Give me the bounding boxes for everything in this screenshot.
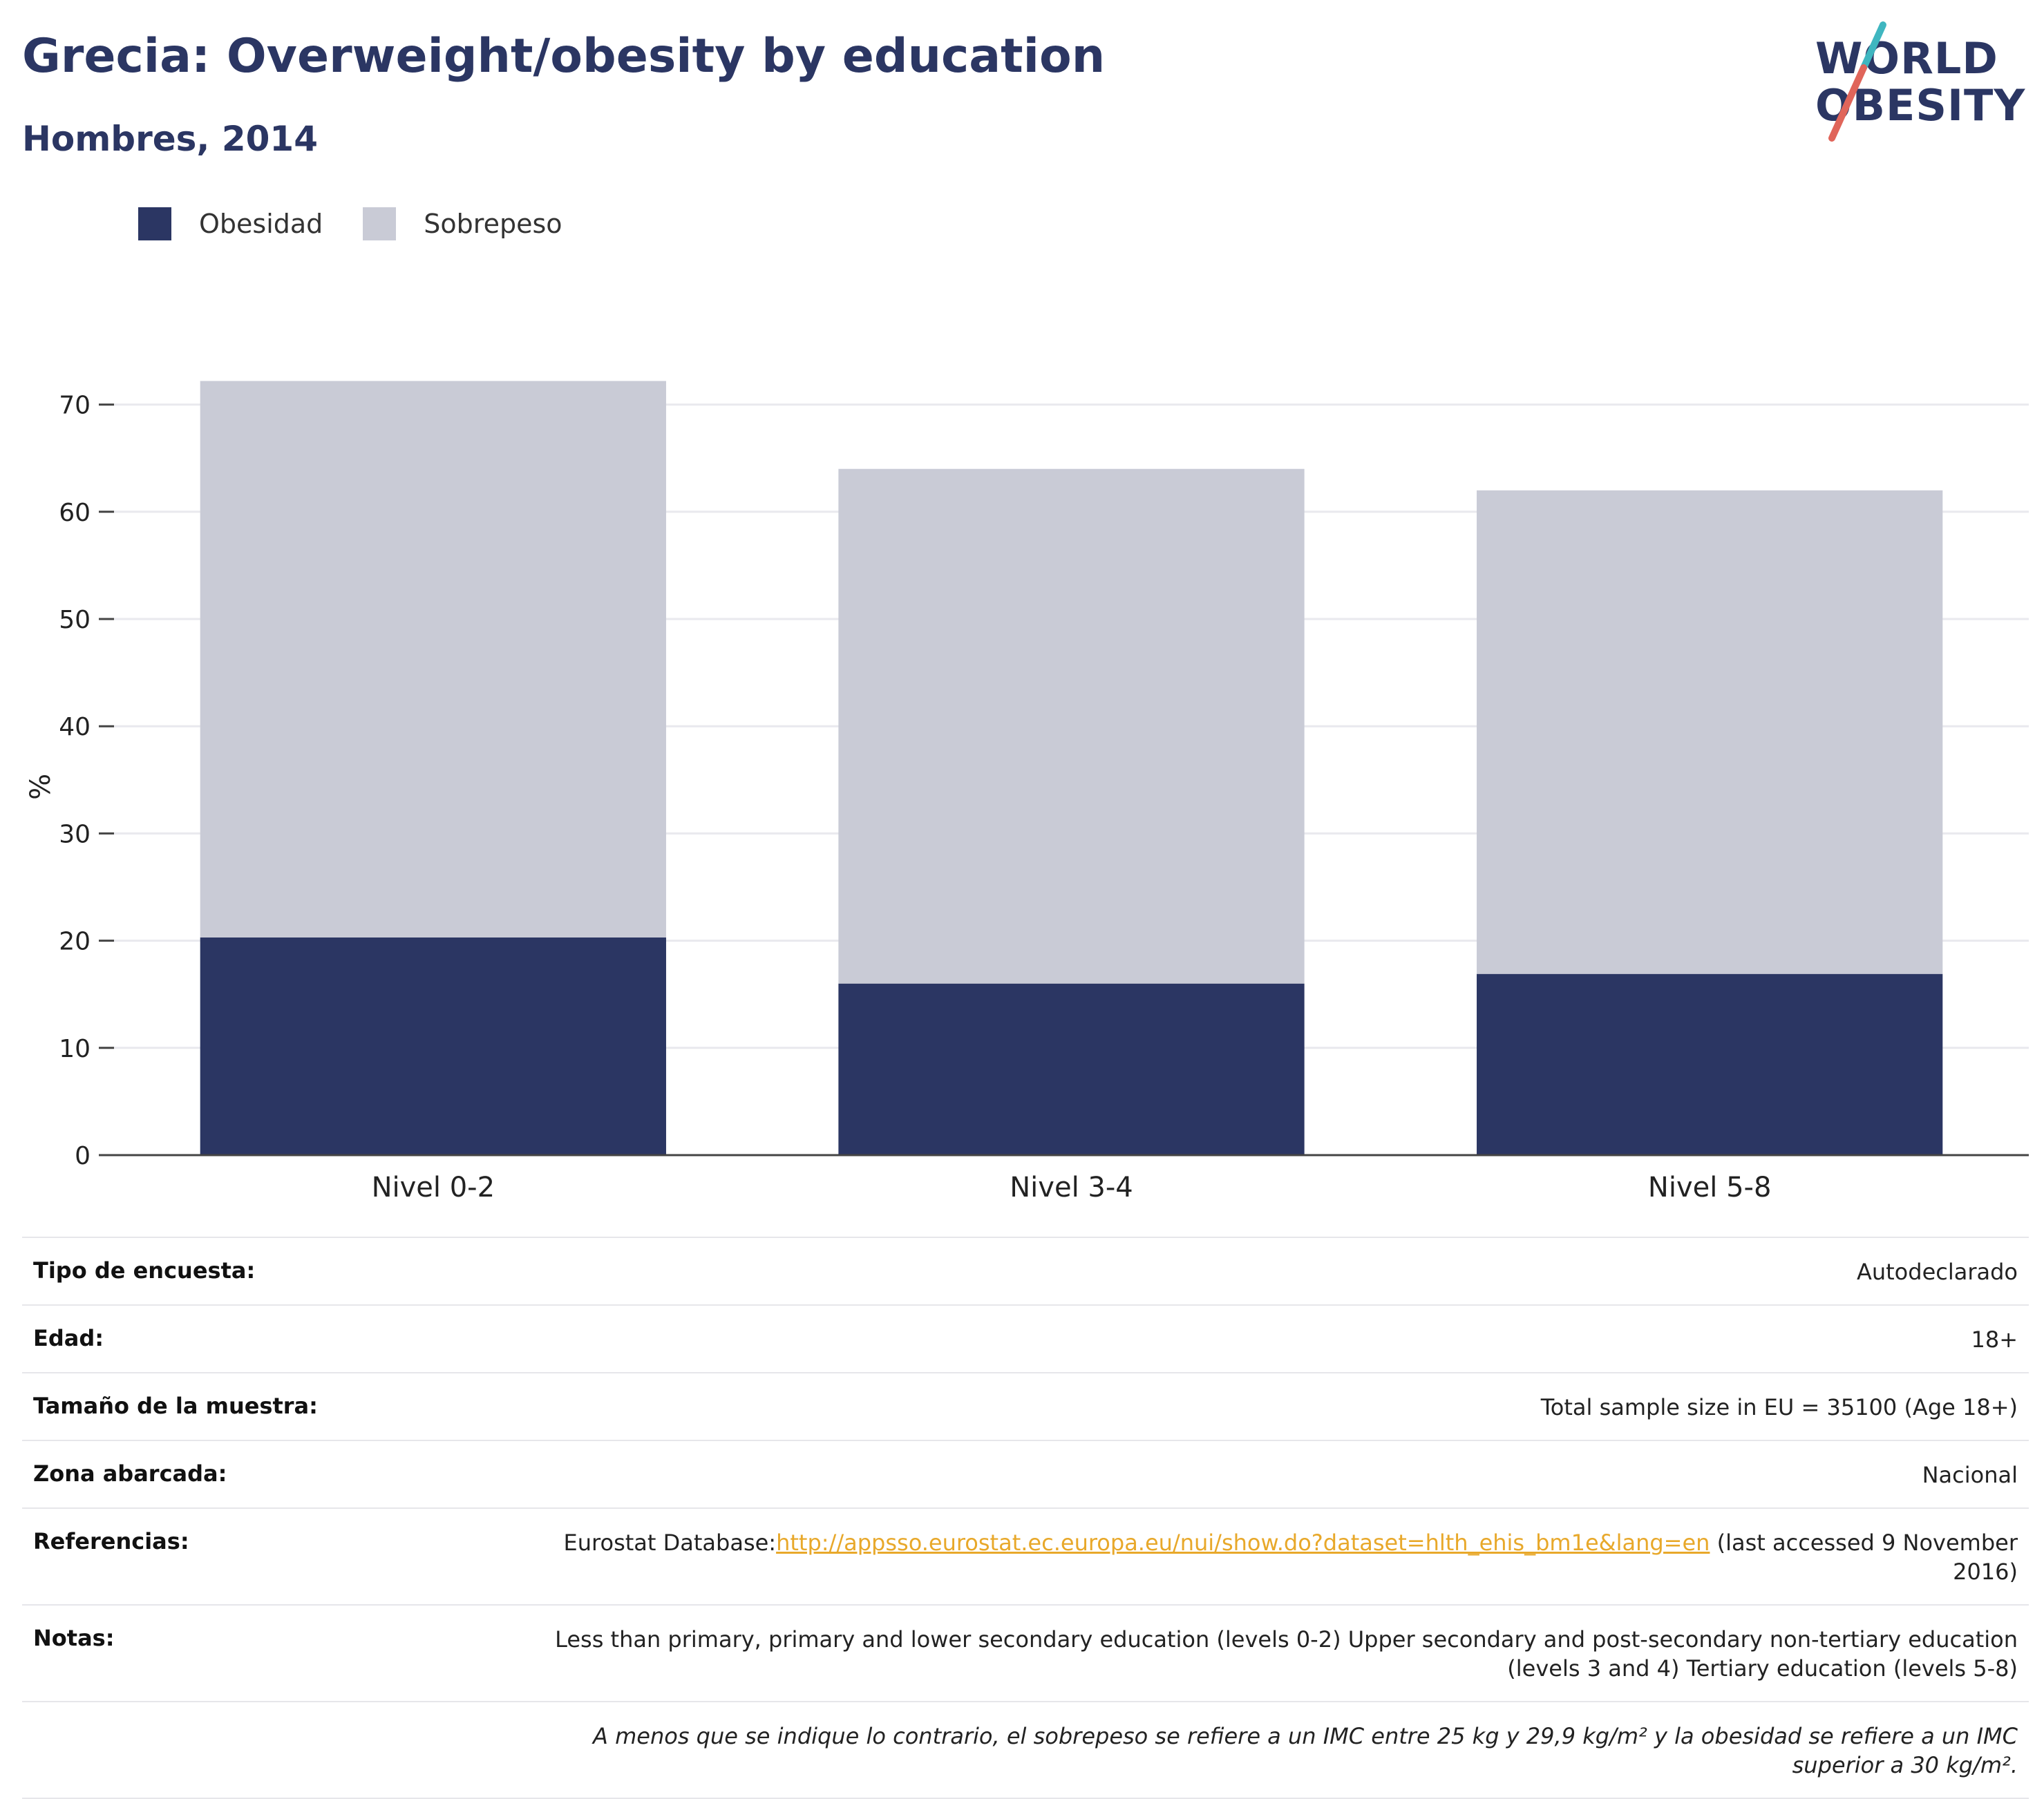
info-row-notes: Notas: Less than primary, primary and lo…: [22, 1606, 2029, 1702]
y-axis-label: %: [25, 774, 57, 800]
x-tick-label: Nivel 0-2: [372, 1172, 495, 1203]
chart-title: Grecia: Overweight/obesity by education: [22, 29, 1106, 84]
bar-sobrepeso-2[interactable]: [838, 468, 1305, 984]
info-value: Total sample size in EU = 35100 (Age 18+…: [1540, 1394, 2018, 1420]
y-tick-label: 40: [59, 713, 91, 741]
legend-label-obesidad: Obesidad: [199, 209, 323, 239]
info-key: Zona abarcada:: [33, 1460, 227, 1487]
reference-prefix: Eurostat Database:: [563, 1530, 777, 1556]
info-row-age: Edad: 18+: [22, 1306, 2029, 1373]
info-key: Referencias:: [33, 1528, 189, 1554]
bar-obesidad-2[interactable]: [838, 983, 1305, 1155]
chart-legend: Obesidad Sobrepeso: [138, 207, 603, 240]
y-tick-label: 30: [59, 820, 91, 848]
info-key: Edad:: [33, 1325, 104, 1351]
legend-swatch-obesidad: [138, 207, 171, 240]
y-tick-label: 60: [59, 499, 91, 527]
info-row-references: Referencias: Eurostat Database:http://ap…: [22, 1509, 2029, 1606]
footnote: A menos que se indique lo contrario, el …: [593, 1723, 2018, 1778]
bar-sobrepeso-3[interactable]: [1477, 490, 1943, 974]
x-tick-label: Nivel 3-4: [1010, 1172, 1133, 1203]
info-value: 18+: [1971, 1326, 2018, 1353]
info-key: Tamaño de la muestra:: [33, 1393, 318, 1419]
info-key: Tipo de encuesta:: [33, 1257, 256, 1284]
reference-suffix: (last accessed 9 November 2016): [1710, 1530, 2018, 1585]
x-tick-label: Nivel 5-8: [1648, 1172, 1771, 1203]
logo-slash-icon: [1828, 21, 1886, 142]
info-row-footnote: A menos que se indique lo contrario, el …: [22, 1702, 2029, 1799]
y-tick-label: 0: [75, 1142, 91, 1170]
world-obesity-logo: WORLD OBESITY: [1807, 19, 2028, 144]
info-table: Tipo de encuesta: Autodeclarado Edad: 18…: [22, 1237, 2029, 1799]
info-value: Less than primary, primary and lower sec…: [555, 1626, 2018, 1682]
info-value: Eurostat Database:http://appsso.eurostat…: [498, 1528, 2018, 1586]
info-row-coverage: Zona abarcada: Nacional: [22, 1441, 2029, 1509]
y-tick-label: 10: [59, 1035, 91, 1063]
info-value: Nacional: [1922, 1462, 2018, 1488]
bar-sobrepeso-1[interactable]: [200, 381, 666, 937]
info-row-sample-size: Tamaño de la muestra: Total sample size …: [22, 1373, 2029, 1441]
y-tick-label: 20: [59, 928, 91, 956]
legend-label-sobrepeso: Sobrepeso: [424, 209, 562, 239]
reference-link[interactable]: http://appsso.eurostat.ec.europa.eu/nui/…: [776, 1530, 1710, 1556]
logo-line-1: WORLD: [1815, 33, 1998, 84]
info-key: Notas:: [33, 1625, 115, 1651]
legend-item-sobrepeso[interactable]: Sobrepeso: [363, 207, 562, 240]
legend-swatch-sobrepeso: [363, 207, 397, 240]
info-row-survey-type: Tipo de encuesta: Autodeclarado: [22, 1238, 2029, 1306]
y-tick-label: 50: [59, 606, 91, 634]
chart-subtitle: Hombres, 2014: [22, 119, 318, 159]
stacked-bar-chart: 0 10 20 30 40 50 60 70% Nivel 0-2 Nivel 3-4 Nivel …: [25, 381, 2029, 1203]
info-value: Autodeclarado: [1856, 1259, 2018, 1285]
bar-obesidad-1[interactable]: [200, 937, 666, 1155]
legend-item-obesidad[interactable]: Obesidad: [138, 207, 323, 240]
y-tick-label: 70: [59, 392, 91, 420]
bar-obesidad-3[interactable]: [1477, 973, 1943, 1155]
